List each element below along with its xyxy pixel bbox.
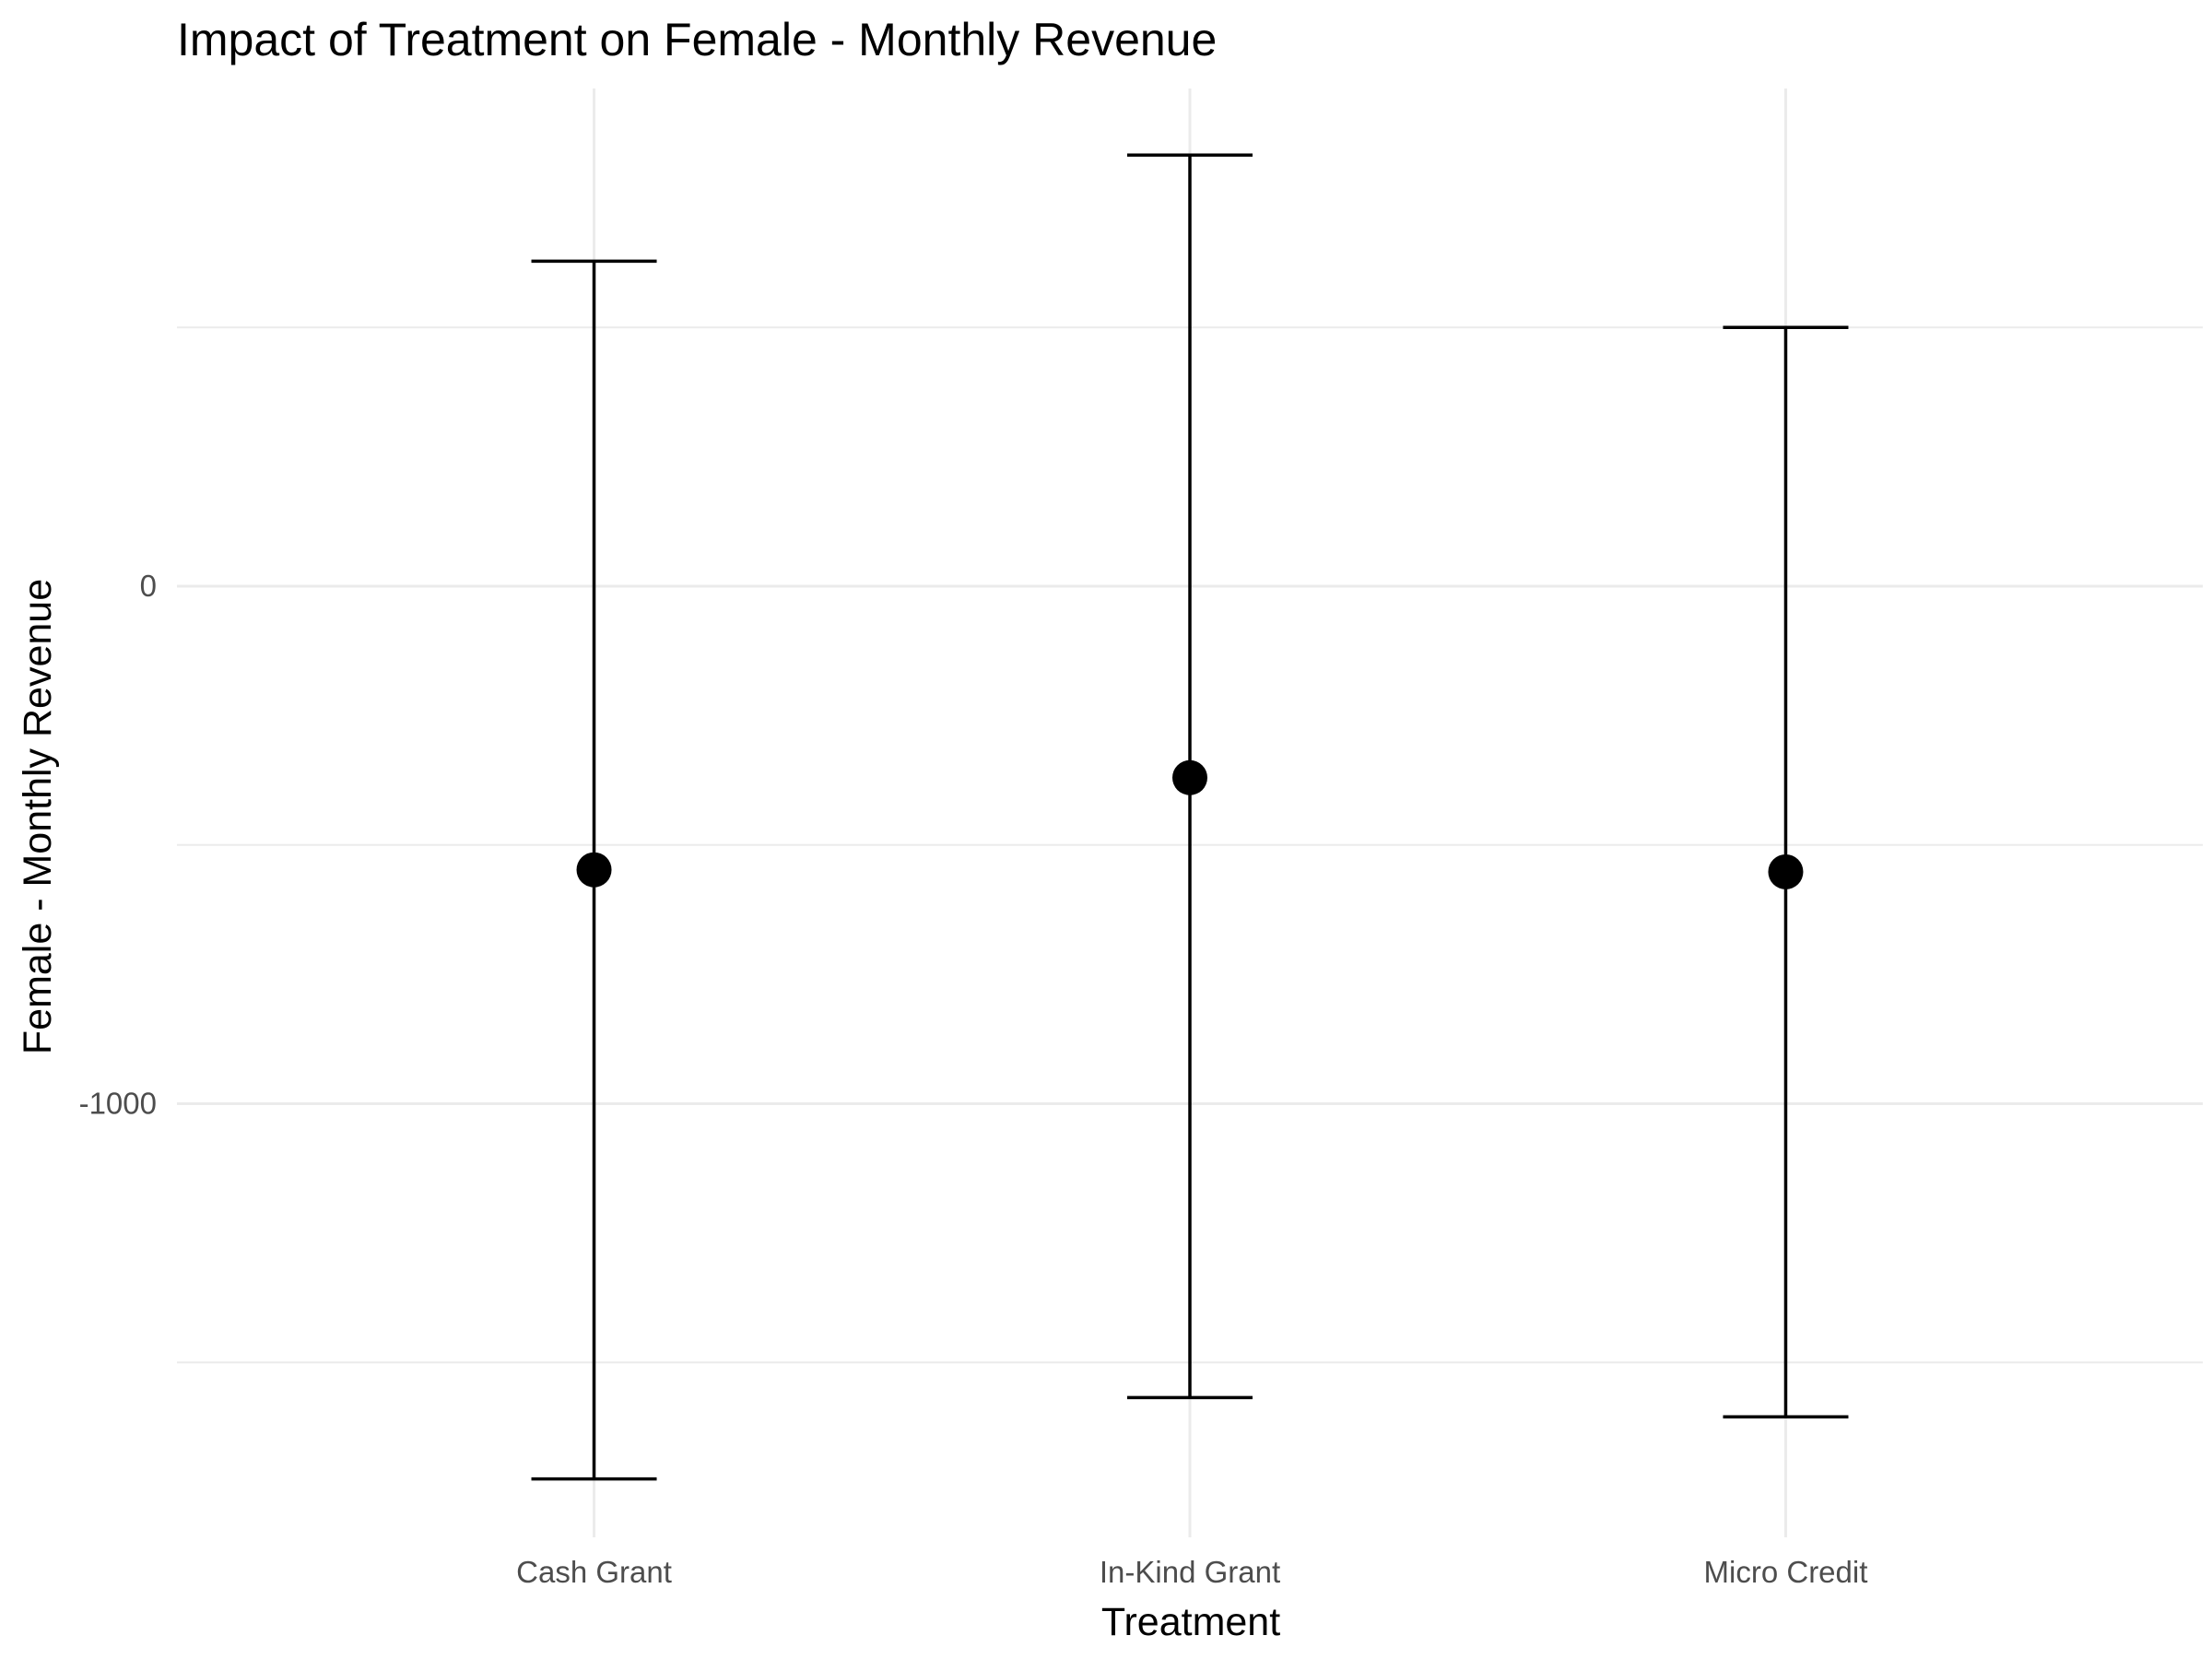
x-tick-label: Cash Grant	[516, 1555, 672, 1589]
chart-title: Impact of Treatment on Female - Monthly …	[177, 14, 1217, 65]
estimate-point	[1172, 759, 1207, 795]
x-tick-label: In-Kind Grant	[1100, 1555, 1280, 1589]
estimate-point	[576, 852, 612, 888]
x-axis-title: Treatment	[1101, 1600, 1280, 1644]
y-axis-title: Female - Monthly Revenue	[16, 579, 60, 1054]
y-tick-label: 0	[140, 569, 157, 603]
y-tick-label: -1000	[79, 1087, 157, 1121]
tick-labels: 0 -1000 Cash Grant In-Kind Grant Micro Credi…	[79, 569, 1868, 1589]
estimate-point	[1768, 853, 1804, 889]
x-tick-label: Micro Credit	[1704, 1555, 1868, 1589]
plot-marks	[531, 153, 1849, 1481]
